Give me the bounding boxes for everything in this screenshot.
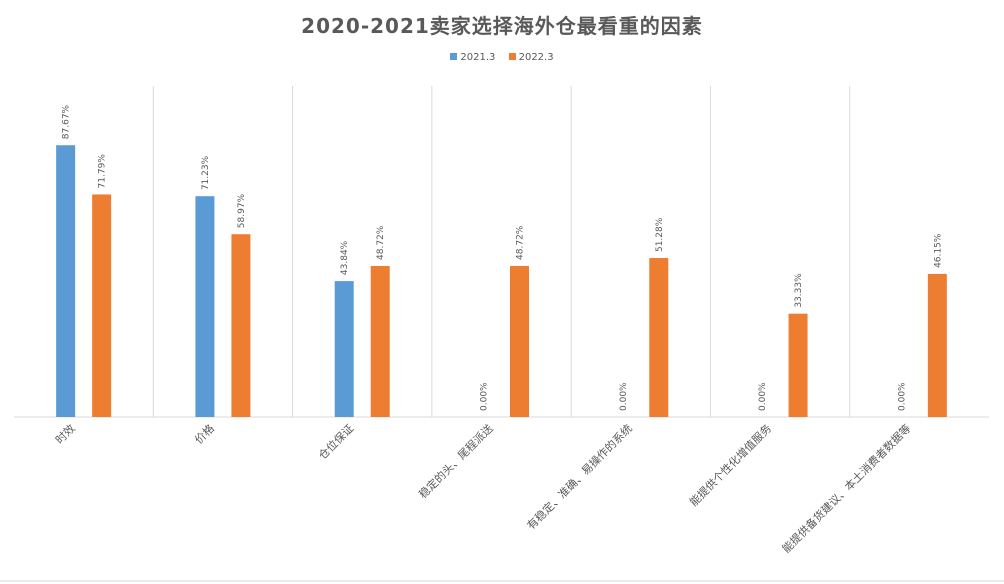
data-label: 0.00% [758, 382, 768, 411]
bar-series-2 [927, 273, 947, 417]
data-label: 51.28% [655, 217, 665, 252]
category-label: 能提供备货建议、本土消费者数据等 [779, 421, 913, 555]
data-label: 87.67% [62, 104, 72, 139]
category-label: 稳定的头、尾程派送 [416, 421, 496, 501]
legend-swatch-series-2 [508, 53, 516, 60]
bar-series-1 [334, 281, 354, 417]
data-label: 33.33% [794, 273, 804, 308]
category-label: 时效 [52, 421, 77, 446]
data-label: 0.00% [897, 382, 907, 411]
bar-series-1 [56, 145, 76, 417]
legend-item-series-1: 2021.3 [450, 52, 495, 63]
data-label: 58.97% [237, 193, 247, 228]
chart-title: 2020-2021卖家选择海外仓最看重的因素 [301, 14, 703, 38]
legend-label-series-2: 2022.3 [518, 52, 554, 63]
legend: 2021.3 2022.3 [0, 52, 1004, 63]
bar-series-2 [92, 194, 112, 417]
data-label: 0.00% [619, 382, 629, 411]
bar-series-2 [370, 265, 390, 417]
data-label: 46.15% [933, 233, 943, 268]
category-label: 仓位保证 [315, 421, 356, 462]
data-label: 0.00% [480, 382, 490, 411]
data-label: 71.79% [98, 154, 108, 189]
category-label: 有稳定、准确、易操作的系统 [524, 421, 635, 532]
legend-item-series-2: 2022.3 [508, 52, 554, 63]
legend-label-series-1: 2021.3 [460, 52, 496, 63]
bar-series-2 [231, 234, 251, 417]
category-label: 能提供个性化增值服务 [687, 421, 775, 509]
bar-series-2 [788, 313, 808, 417]
data-label: 48.72% [376, 225, 386, 260]
category-label: 价格 [192, 421, 217, 446]
bar-series-2 [649, 258, 669, 417]
data-label: 48.72% [516, 225, 526, 260]
bar-series-1 [195, 196, 215, 417]
legend-swatch-series-1 [450, 53, 458, 60]
data-label: 43.84% [340, 240, 350, 275]
data-label: 71.23% [201, 155, 211, 190]
bar-series-2 [510, 265, 529, 417]
